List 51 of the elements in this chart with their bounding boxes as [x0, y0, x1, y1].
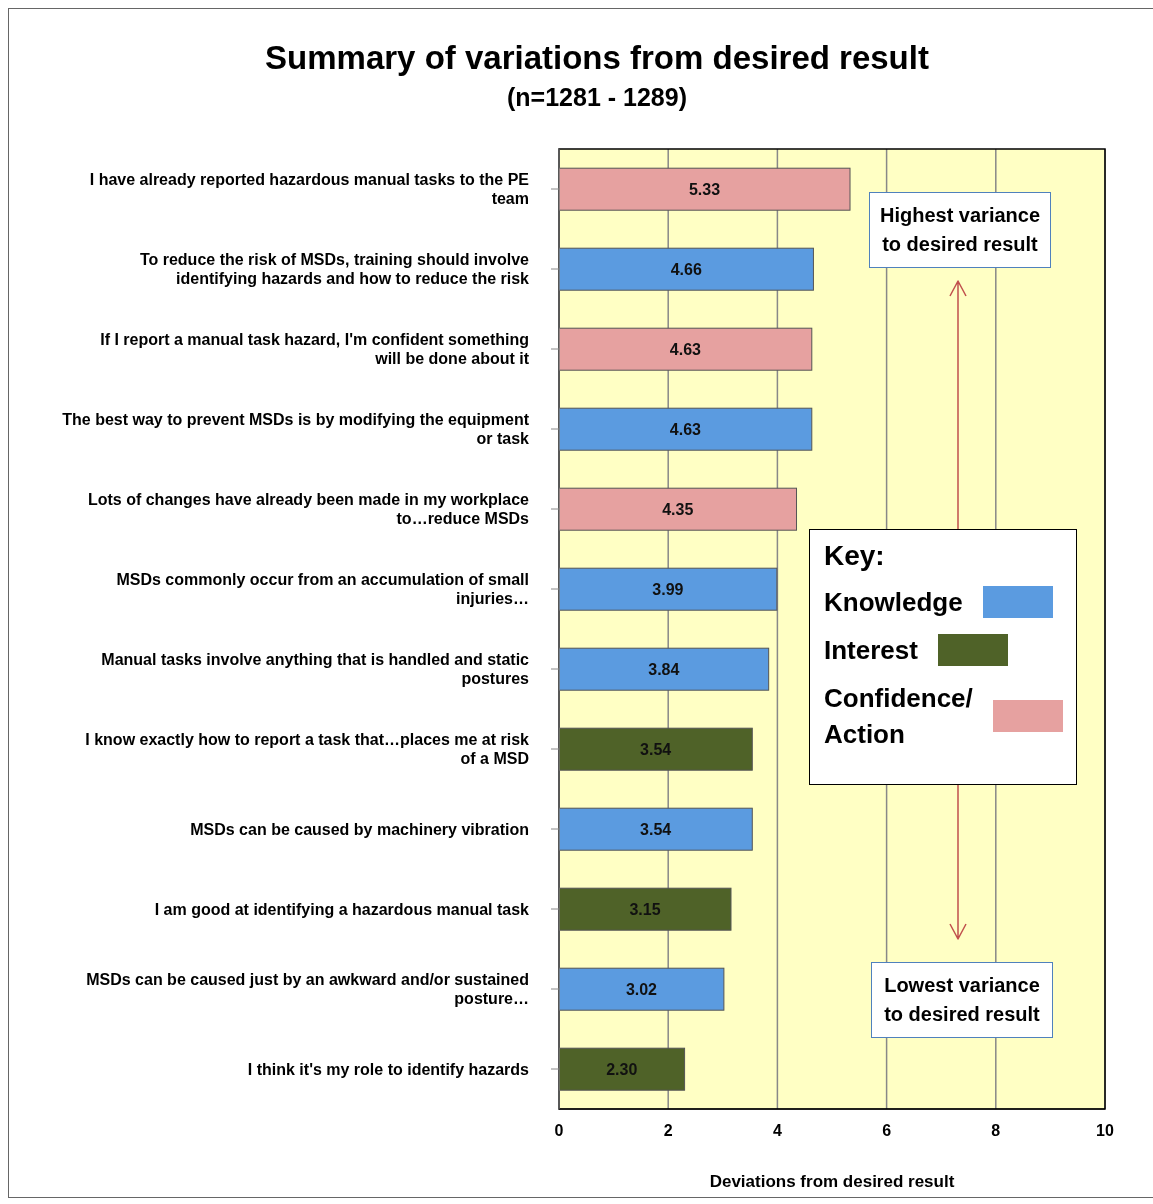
data-label: 3.54 — [640, 820, 672, 838]
bar — [559, 807, 753, 851]
annotation: Lowest variance to desired result — [871, 962, 1053, 1038]
legend-title: Key: — [824, 540, 886, 572]
y-tick-label: I have already reported hazardous manual tasks to the PE team — [89, 171, 530, 208]
data-label: 3.02 — [625, 980, 658, 998]
y-tick-label: I know exactly how to report a task that…places me at risk of a MSD — [85, 731, 530, 768]
y-tick-label: I think it's my role to identify hazards — [247, 1060, 530, 1078]
y-tick-label: MSDs can be caused just by an awkward and/or sustained posture… — [86, 971, 529, 1008]
y-tick-label: I am good at identifying a hazardous manual task — [154, 900, 530, 918]
bar — [559, 727, 753, 771]
bar — [559, 487, 798, 531]
y-tick-label: Lots of changes have already been made in my workplace to…reduce MSDs — [87, 491, 530, 528]
bar — [559, 327, 813, 371]
x-tick-label: 4 — [772, 1122, 782, 1140]
bar — [559, 887, 732, 931]
chart-subtitle: (n=1281 - 1289) — [506, 83, 688, 113]
data-label: 3.84 — [648, 660, 680, 678]
legend-label: Confidence/ Action — [824, 682, 973, 751]
x-tick-label: 2 — [663, 1122, 673, 1140]
y-tick-label: Manual tasks involve anything that is handled and static postures — [101, 651, 530, 688]
y-tick-label: If I report a manual task hazard, I'm confident something will be done about it — [100, 331, 530, 368]
bar — [559, 647, 770, 691]
bar — [559, 247, 814, 291]
data-label: 4.35 — [662, 500, 694, 518]
bar — [559, 407, 813, 451]
legend-label: Interest — [824, 634, 918, 667]
y-tick-label: To reduce the risk of MSDs, training should involve identifying hazards and how to reduce the risk — [139, 251, 530, 288]
y-tick-label: MSDs commonly occur from an accumulation of small injuries… — [116, 571, 529, 608]
data-label: 4.66 — [670, 260, 702, 278]
chart-title: Summary of variations from desired result — [264, 38, 930, 77]
bar — [559, 967, 725, 1011]
x-axis-title: Deviations from desired result — [709, 1172, 955, 1191]
legend-label: Knowledge — [824, 586, 963, 619]
bar — [559, 167, 851, 211]
bar — [559, 1047, 686, 1091]
data-label: 2.30 — [606, 1060, 638, 1078]
data-label: 3.54 — [640, 740, 672, 758]
x-tick-label: 6 — [882, 1122, 892, 1140]
x-tick-label: 8 — [991, 1122, 1001, 1140]
y-tick-label: MSDs can be caused by machinery vibration — [190, 820, 529, 838]
bar — [559, 567, 778, 611]
data-label: 5.33 — [688, 180, 721, 198]
data-label: 3.99 — [652, 580, 684, 598]
annotation: Highest variance to desired result — [869, 192, 1051, 268]
x-tick-label: 0 — [554, 1122, 564, 1140]
x-tick-label: 10 — [1096, 1122, 1114, 1140]
data-label: 4.63 — [669, 420, 702, 438]
data-label: 3.15 — [629, 900, 661, 918]
y-tick-label: The best way to prevent MSDs is by modifying the equipment or task — [62, 411, 530, 448]
data-label: 4.63 — [669, 340, 702, 358]
